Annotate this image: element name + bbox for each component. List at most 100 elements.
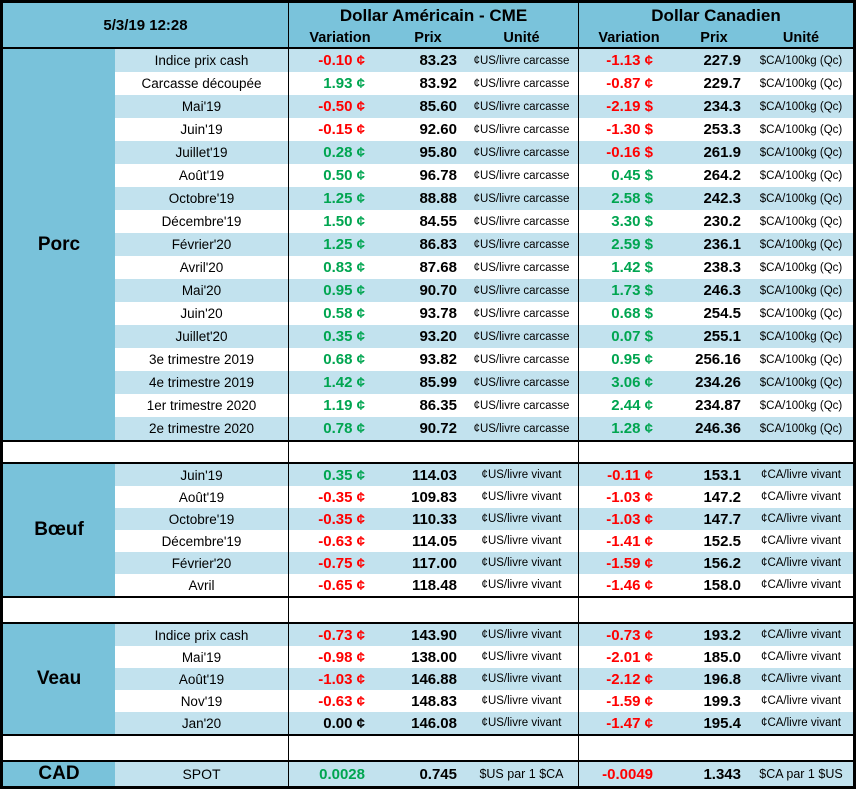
ca-price-value: 156.2 [679,552,749,574]
ca-price-value: 196.8 [679,668,749,690]
us-price-value: 83.23 [391,49,465,72]
ca-unit-label: ¢CA/livre vivant [761,695,841,707]
us-variation-value: -0.35 ¢ [289,508,391,530]
ca-unit-label: $CA/100kg (Qc) [759,123,843,136]
ca-price-value: 261.9 [679,141,749,164]
row-label: Août'19 [115,486,289,508]
us-price-value: 83.92 [419,75,457,92]
ca-unit-label: $CA/100kg (Qc) [749,141,853,164]
section-label: Veau [3,624,115,734]
us-variation-value: -0.63 ¢ [318,532,365,550]
ca-group-title: Dollar Canadien [651,6,781,25]
row-label: Juillet'19 [115,141,289,164]
row-label: 1er trimestre 2020 [115,394,289,417]
ca-price-value: 234.26 [679,371,749,394]
us-variation-value: -1.03 ¢ [289,668,391,690]
ca-price-value: 236.1 [679,233,749,256]
row-label: Décembre'19 [115,530,289,552]
row-label: Juin'19 [115,464,289,486]
ca-price-value: 256.16 [695,351,741,368]
ca-price-value: 254.5 [703,305,741,322]
ca-variation-value: 0.07 $ [579,325,679,348]
section-cad: CAD SPOT 0.0028 0.745 $US par 1 $CA -0.0… [3,762,853,786]
row-label: Juin'19 [115,118,289,141]
ca-variation-value: -1.03 ¢ [579,508,679,530]
us-price-value: 118.48 [411,576,457,594]
us-unit-label: ¢US/livre carcasse [465,371,579,394]
ca-price-value: 264.2 [703,167,741,184]
ca-unit-label: $CA/100kg (Qc) [749,417,853,440]
ca-price-value: 229.7 [703,75,741,92]
ca-variation-value: 3.06 ¢ [579,371,679,394]
ca-unit-label: $CA/100kg (Qc) [759,215,843,228]
us-variation-value: -0.63 ¢ [318,692,365,710]
us-price-value: 84.55 [419,213,457,230]
ca-variation-value: 2.59 $ [579,233,679,256]
us-variation-value: 1.93 ¢ [323,75,365,92]
us-variation-value: 0.95 ¢ [289,279,391,302]
row-label: Octobre'19 [115,187,289,210]
us-unit-label: ¢US/livre carcasse [465,72,579,95]
us-price-value: 146.88 [391,668,465,690]
us-price-value: 85.60 [391,95,465,118]
ca-unit-label: ¢CA/livre vivant [749,464,853,486]
ca-unit-label: $CA/100kg (Qc) [759,353,843,366]
us-unit-label: ¢US/livre vivant [465,530,579,552]
us-variation-value: 1.42 ¢ [289,371,391,394]
ca-price-value: 246.3 [679,279,749,302]
ca-unit-label: $CA/100kg (Qc) [759,261,843,274]
ca-variation-value: 1.42 $ [611,259,653,276]
row-label: Avril [115,574,289,596]
row-label: Juillet'20 [115,325,289,348]
ca-price-value: 234.3 [679,95,749,118]
us-variation-value: -0.73 ¢ [289,624,391,646]
ca-variation-value: -1.03 ¢ [606,488,653,506]
row-label: Juin'20 [115,302,289,325]
ca-unit-label: ¢CA/livre vivant [749,508,853,530]
us-variation-value: 1.25 ¢ [289,187,391,210]
us-unit-label: ¢US/livre carcasse [465,164,579,187]
ca-price-value: 246.36 [679,417,749,440]
ca-variation-value: -0.0049 [579,762,679,786]
us-unit-label: ¢US/livre vivant [465,574,579,596]
row-label: Mai'19 [115,646,289,668]
ca-variation-value: 3.30 $ [611,213,653,230]
row-label: 4e trimestre 2019 [115,371,289,394]
us-variation-value: -0.65 ¢ [318,576,365,594]
us-group-title: Dollar Américain - CME [289,3,579,29]
ca-variation-value: -0.73 ¢ [579,624,679,646]
ca-unit-label: $CA/100kg (Qc) [759,399,843,412]
us-unit-label: ¢US/livre carcasse [465,49,579,72]
ca-price-value: 227.9 [679,49,749,72]
us-variation-value: -0.75 ¢ [289,552,391,574]
ca-variation-value: -2.01 ¢ [606,648,653,666]
ca-unit-label: $CA/100kg (Qc) [759,307,843,320]
us-price-value: 95.80 [391,141,465,164]
ca-variation-value: -1.59 ¢ [606,692,653,710]
us-unit-label: ¢US/livre vivant [465,624,579,646]
ca-price-value: 253.3 [703,121,741,138]
section-veau: Veau Indice prix cash -0.73 ¢ 143.90 ¢US… [3,624,853,734]
ca-prix-header: Prix [700,30,728,46]
us-price-value: 86.35 [419,397,457,414]
row-label: Indice prix cash [115,624,289,646]
ca-price-value: 193.2 [679,624,749,646]
ca-price-value: 152.5 [703,532,741,550]
us-price-value: 110.33 [391,508,465,530]
ca-variation-header: Variation [598,30,660,46]
us-price-value: 138.00 [411,648,457,666]
ca-variation-value: 0.95 ¢ [611,351,653,368]
ca-unit-label: ¢CA/livre vivant [749,712,853,734]
ca-price-value: 255.1 [679,325,749,348]
us-variation-value: 0.78 ¢ [289,417,391,440]
ca-variation-value: 2.58 $ [579,187,679,210]
ca-unit-label: $CA/100kg (Qc) [749,49,853,72]
ca-unite-header: Unité [782,30,820,46]
us-variation-value: 0.50 ¢ [323,167,365,184]
ca-price-value: 1.343 [679,762,749,786]
us-variation-value: 0.0028 [289,762,391,786]
us-variation-value: 1.25 ¢ [289,233,391,256]
section-label: CAD [3,762,115,786]
us-price-value: 92.60 [419,121,457,138]
row-label: Décembre'19 [115,210,289,233]
